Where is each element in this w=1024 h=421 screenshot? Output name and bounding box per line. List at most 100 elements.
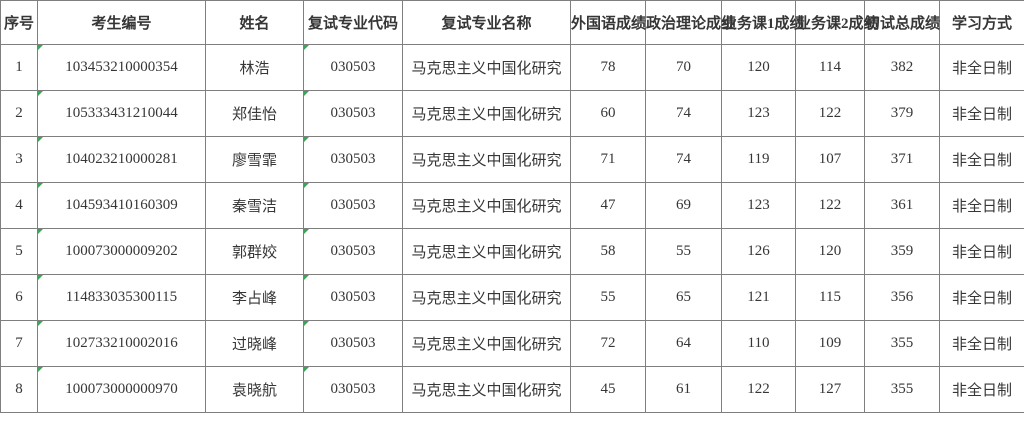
cell-major_name: 马克思主义中国化研究	[402, 136, 571, 183]
cell-seq: 2	[0, 90, 38, 137]
cell-course2: 115	[795, 274, 865, 321]
cell-foreign_lang: 78	[570, 44, 646, 91]
table-row: 2 105333431210044 郑佳怡 030503 马克思主义中国化研究 60 74 1…	[0, 90, 1024, 137]
cell-politics: 69	[645, 182, 722, 229]
table-row: 7 102733210002016 过晓峰 030503 马克思主义中国化研究 72 64 1…	[0, 320, 1024, 367]
cell-politics: 70	[645, 44, 722, 91]
cell-major_code: 030503	[303, 366, 403, 413]
cell-foreign_lang: 58	[570, 228, 646, 275]
cell-name: 林浩	[205, 44, 304, 91]
cell-name: 过晓峰	[205, 320, 304, 367]
cell-seq: 4	[0, 182, 38, 229]
cell-major_name: 马克思主义中国化研究	[402, 182, 571, 229]
cell-course1: 123	[721, 182, 796, 229]
cell-total: 371	[864, 136, 940, 183]
cell-major_code: 030503	[303, 136, 403, 183]
cell-total: 355	[864, 320, 940, 367]
cell-candidate_id: 114833035300115	[37, 274, 206, 321]
cell-major_name: 马克思主义中国化研究	[402, 44, 571, 91]
cell-course1: 110	[721, 320, 796, 367]
cell-seq: 1	[0, 44, 38, 91]
cell-name: 秦雪洁	[205, 182, 304, 229]
cell-total: 355	[864, 366, 940, 413]
table-row: 4 104593410160309 秦雪洁 030503 马克思主义中国化研究 47 69 1…	[0, 182, 1024, 229]
cell-foreign_lang: 71	[570, 136, 646, 183]
cell-course2: 114	[795, 44, 865, 91]
cell-foreign_lang: 45	[570, 366, 646, 413]
table-body: 1 103453210000354 林浩 030503 马克思主义中国化研究 78 70 12…	[0, 44, 1024, 413]
header-row: 序号 考生编号 姓名 复试专业代码 复试专业名称 外国语成绩 政治理论成绩 业务课1成绩 业务课…	[0, 0, 1024, 45]
cell-course2: 127	[795, 366, 865, 413]
cell-course1: 120	[721, 44, 796, 91]
cell-major_name: 马克思主义中国化研究	[402, 366, 571, 413]
cell-study_mode: 非全日制	[939, 228, 1024, 275]
table-row: 8 100073000000970 袁晓航 030503 马克思主义中国化研究 45 61 1…	[0, 366, 1024, 413]
cell-name: 廖雪霏	[205, 136, 304, 183]
column-header-course2: 业务课2成绩	[795, 0, 879, 45]
cell-politics: 55	[645, 228, 722, 275]
cell-foreign_lang: 72	[570, 320, 646, 367]
table-row: 5 100073000009202 郭群姣 030503 马克思主义中国化研究 58 55 1…	[0, 228, 1024, 275]
cell-major_code: 030503	[303, 90, 403, 137]
cell-name: 李占峰	[205, 274, 304, 321]
cell-major_code: 030503	[303, 228, 403, 275]
cell-seq: 6	[0, 274, 38, 321]
cell-foreign_lang: 60	[570, 90, 646, 137]
cell-major_name: 马克思主义中国化研究	[402, 320, 571, 367]
cell-course2: 120	[795, 228, 865, 275]
cell-major_code: 030503	[303, 320, 403, 367]
cell-study_mode: 非全日制	[939, 274, 1024, 321]
column-header-seq: 序号	[0, 0, 38, 45]
cell-seq: 8	[0, 366, 38, 413]
cell-candidate_id: 104023210000281	[37, 136, 206, 183]
cell-candidate_id: 103453210000354	[37, 44, 206, 91]
cell-study_mode: 非全日制	[939, 182, 1024, 229]
cell-total: 356	[864, 274, 940, 321]
cell-foreign_lang: 55	[570, 274, 646, 321]
cell-seq: 7	[0, 320, 38, 367]
cell-major_code: 030503	[303, 182, 403, 229]
column-header-major_name: 复试专业名称	[402, 0, 571, 45]
cell-name: 郑佳怡	[205, 90, 304, 137]
table-row: 6 114833035300115 李占峰 030503 马克思主义中国化研究 55 65 1…	[0, 274, 1024, 321]
cell-study_mode: 非全日制	[939, 44, 1024, 91]
column-header-major_code: 复试专业代码	[303, 0, 403, 45]
cell-politics: 65	[645, 274, 722, 321]
cell-politics: 61	[645, 366, 722, 413]
cell-politics: 64	[645, 320, 722, 367]
cell-candidate_id: 104593410160309	[37, 182, 206, 229]
column-header-candidate_id: 考生编号	[37, 0, 206, 45]
cell-study_mode: 非全日制	[939, 90, 1024, 137]
cell-course2: 122	[795, 90, 865, 137]
cell-candidate_id: 100073000009202	[37, 228, 206, 275]
cell-candidate_id: 105333431210044	[37, 90, 206, 137]
cell-course2: 107	[795, 136, 865, 183]
cell-total: 359	[864, 228, 940, 275]
cell-name: 郭群姣	[205, 228, 304, 275]
cell-candidate_id: 100073000000970	[37, 366, 206, 413]
cell-course1: 121	[721, 274, 796, 321]
table-row: 1 103453210000354 林浩 030503 马克思主义中国化研究 78 70 12…	[0, 44, 1024, 91]
column-header-study_mode: 学习方式	[939, 0, 1024, 45]
cell-major_name: 马克思主义中国化研究	[402, 90, 571, 137]
cell-major_code: 030503	[303, 274, 403, 321]
cell-course2: 109	[795, 320, 865, 367]
cell-seq: 3	[0, 136, 38, 183]
cell-candidate_id: 102733210002016	[37, 320, 206, 367]
cell-name: 袁晓航	[205, 366, 304, 413]
column-header-total: 初试总成绩	[864, 0, 940, 45]
cell-major_name: 马克思主义中国化研究	[402, 274, 571, 321]
column-header-name: 姓名	[205, 0, 304, 45]
cell-politics: 74	[645, 136, 722, 183]
cell-course1: 119	[721, 136, 796, 183]
cell-study_mode: 非全日制	[939, 366, 1024, 413]
cell-course1: 122	[721, 366, 796, 413]
cell-total: 361	[864, 182, 940, 229]
cell-course1: 126	[721, 228, 796, 275]
cell-foreign_lang: 47	[570, 182, 646, 229]
cell-study_mode: 非全日制	[939, 320, 1024, 367]
cell-study_mode: 非全日制	[939, 136, 1024, 183]
cell-major_code: 030503	[303, 44, 403, 91]
